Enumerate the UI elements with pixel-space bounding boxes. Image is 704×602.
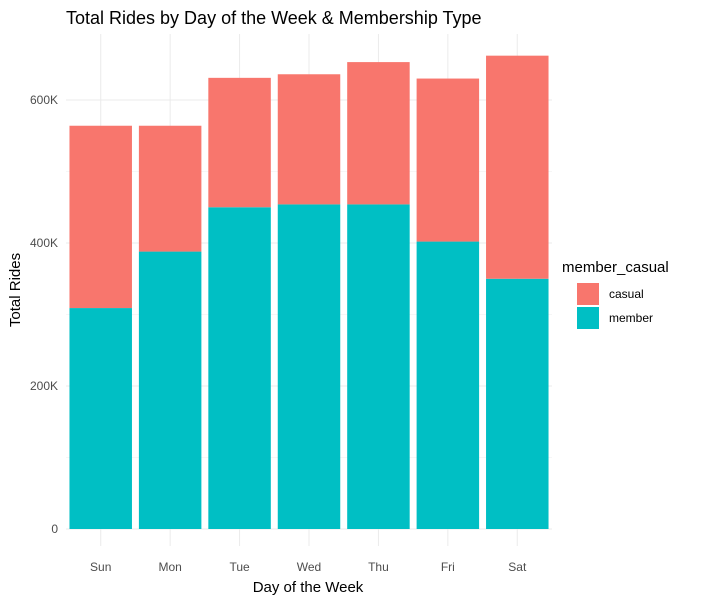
y-tick-label: 200K	[30, 379, 58, 393]
x-tick-label: Fri	[441, 560, 455, 574]
x-tick-label: Tue	[229, 560, 250, 574]
x-tick-label: Wed	[297, 560, 321, 574]
bar-member-wed	[277, 204, 341, 529]
legend: member_casual casual member	[562, 259, 669, 329]
bar-casual-wed	[277, 74, 341, 205]
legend-label-member: member	[609, 311, 653, 325]
y-tick-label: 600K	[30, 93, 58, 107]
bar-member-sun	[69, 308, 132, 529]
bar-casual-tue	[208, 77, 271, 208]
bar-member-thu	[347, 204, 410, 529]
bar-casual-fri	[416, 78, 480, 242]
legend-entries: casual member	[577, 283, 653, 329]
bar-member-sat	[486, 278, 549, 529]
x-tick-label: Mon	[158, 560, 181, 574]
legend-swatch-member	[577, 307, 599, 329]
x-axis-title: Day of the Week	[253, 579, 364, 596]
bar-casual-thu	[347, 62, 410, 205]
y-tick-label: 400K	[30, 236, 58, 250]
bar-casual-sun	[69, 125, 132, 309]
bars	[69, 55, 549, 529]
y-axis-title: Total Rides	[7, 253, 24, 327]
y-tick-label: 0	[51, 522, 58, 536]
bar-casual-mon	[138, 125, 202, 252]
bar-member-tue	[208, 207, 271, 529]
legend-swatch-casual	[577, 283, 599, 305]
bar-casual-sat	[486, 55, 549, 279]
x-tick-label: Sun	[90, 560, 111, 574]
x-axis-ticks: Sun Mon Tue Wed Thu Fri Sat	[90, 560, 527, 574]
chart-title: Total Rides by Day of the Week & Members…	[66, 8, 482, 28]
legend-title: member_casual	[562, 259, 669, 276]
bar-member-fri	[416, 241, 480, 529]
legend-label-casual: casual	[609, 287, 644, 301]
x-tick-label: Sat	[508, 560, 527, 574]
bar-member-mon	[138, 251, 202, 529]
y-axis-ticks: 0 200K 400K 600K	[30, 93, 58, 536]
x-tick-label: Thu	[368, 560, 389, 574]
